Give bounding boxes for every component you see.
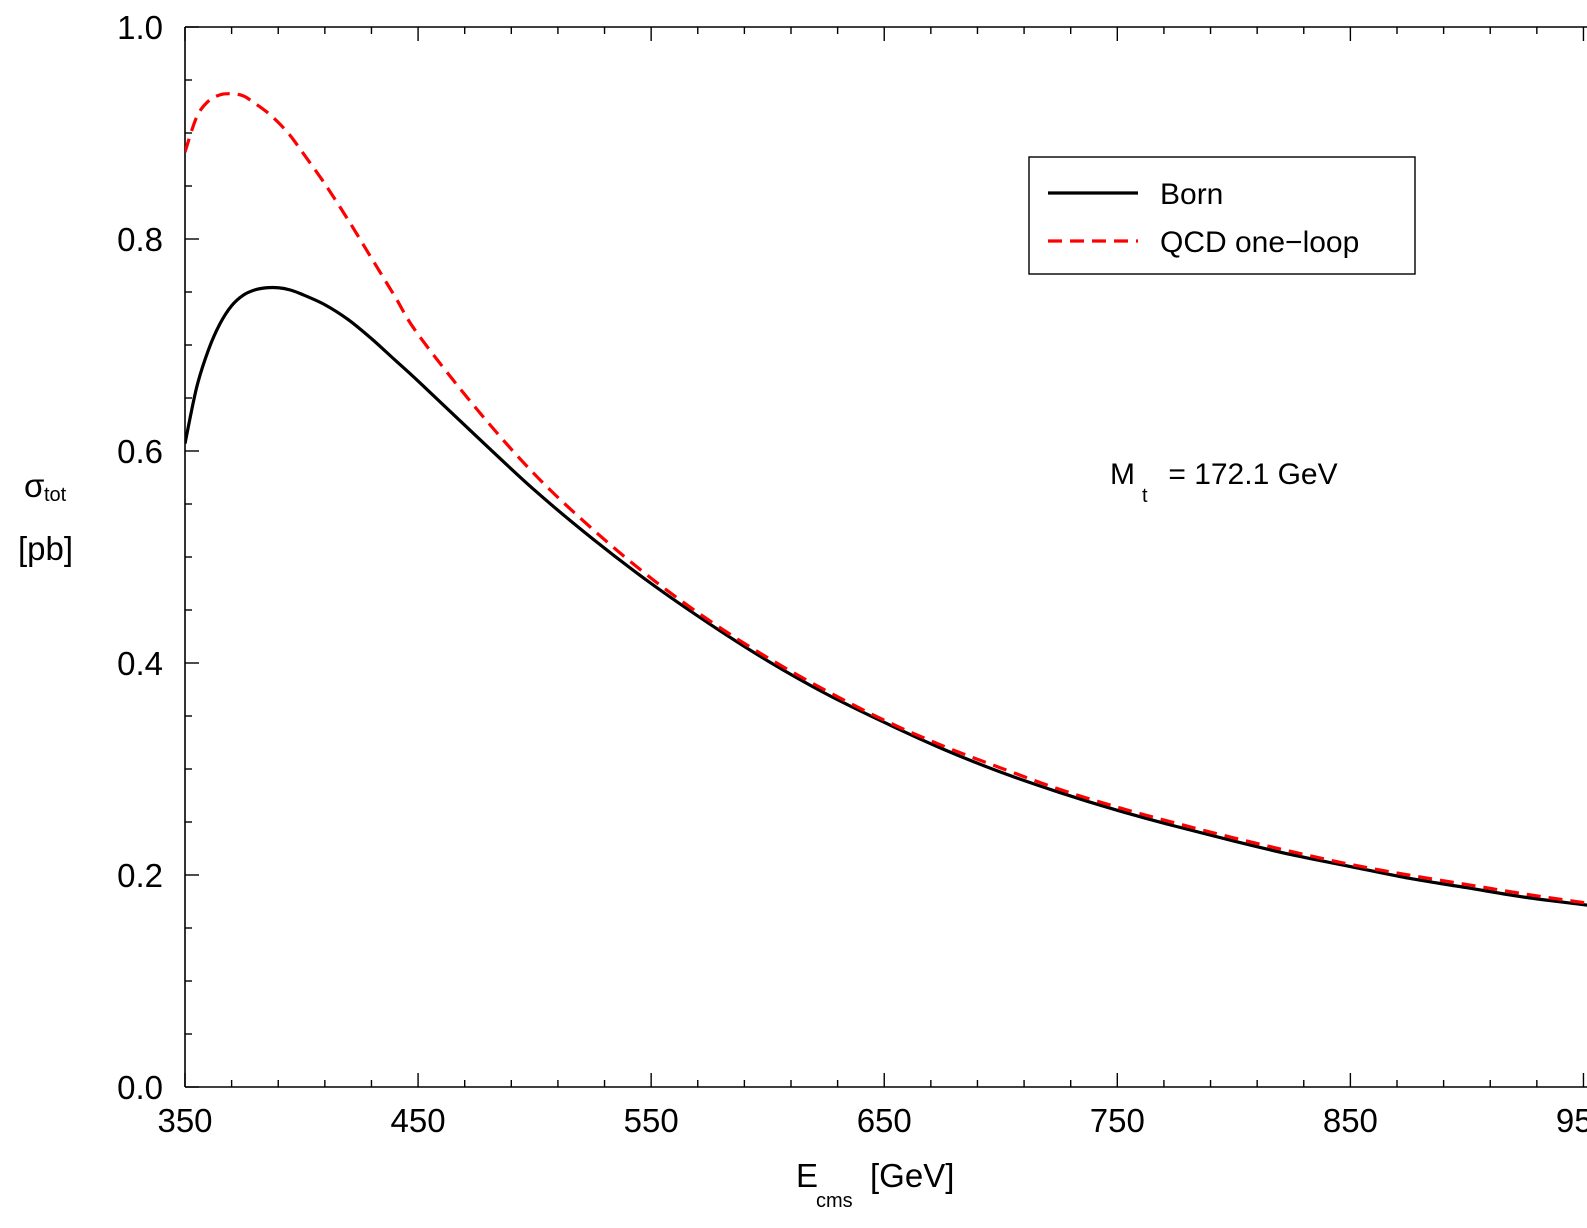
x-axis-subscript: cms (816, 1190, 853, 1212)
legend-label-qcd: QCD one−loop (1160, 226, 1359, 259)
series-line-born (185, 285, 1587, 907)
x-tick-label: 450 (391, 1102, 446, 1139)
x-tick-label: 550 (624, 1102, 679, 1139)
mass-annotation: M t = 172.1 GeV (1110, 458, 1338, 507)
axis-ticks (184, 26, 1585, 1088)
y-tick-label: 0.4 (117, 645, 163, 682)
x-axis-unit: [GeV] (870, 1157, 954, 1194)
legend: Born QCD one−loop (1028, 156, 1416, 275)
y-axis-unit: [pb] (18, 530, 73, 567)
y-tick-label: 1.0 (117, 9, 163, 46)
series-line-qcd-one-loop (185, 92, 1587, 905)
y-tick-label: 0.8 (117, 221, 163, 258)
x-tick-label: 350 (157, 1102, 212, 1139)
x-axis-title: E cms [GeV] (796, 1157, 954, 1212)
x-tick-label: 950 (1556, 1102, 1587, 1139)
annotation-mass-subscript: t (1142, 485, 1148, 507)
y-tick-label: 0.6 (117, 433, 163, 470)
y-axis-subscript: tot (44, 484, 67, 506)
legend-box (1028, 156, 1416, 275)
x-axis-symbol: E (796, 1157, 818, 1194)
annotation-mass-value: = 172.1 GeV (1160, 458, 1338, 491)
x-tick-label: 850 (1323, 1102, 1378, 1139)
series-layer (185, 92, 1587, 907)
x-tick-label: 750 (1090, 1102, 1145, 1139)
y-tick-label: 0.2 (117, 857, 163, 894)
annotation-mass-symbol: M (1110, 458, 1135, 491)
y-tick-label: 0.0 (117, 1069, 163, 1106)
tick-labels: 350 450 550 650 750 850 950 0.0 0.2 0.4 0.6 0.8 1.0 (117, 9, 1587, 1139)
y-axis-symbol: σ (24, 467, 44, 504)
x-tick-label: 650 (857, 1102, 912, 1139)
legend-label-born: Born (1160, 178, 1223, 211)
y-axis-title: σ tot [pb] (18, 467, 73, 567)
